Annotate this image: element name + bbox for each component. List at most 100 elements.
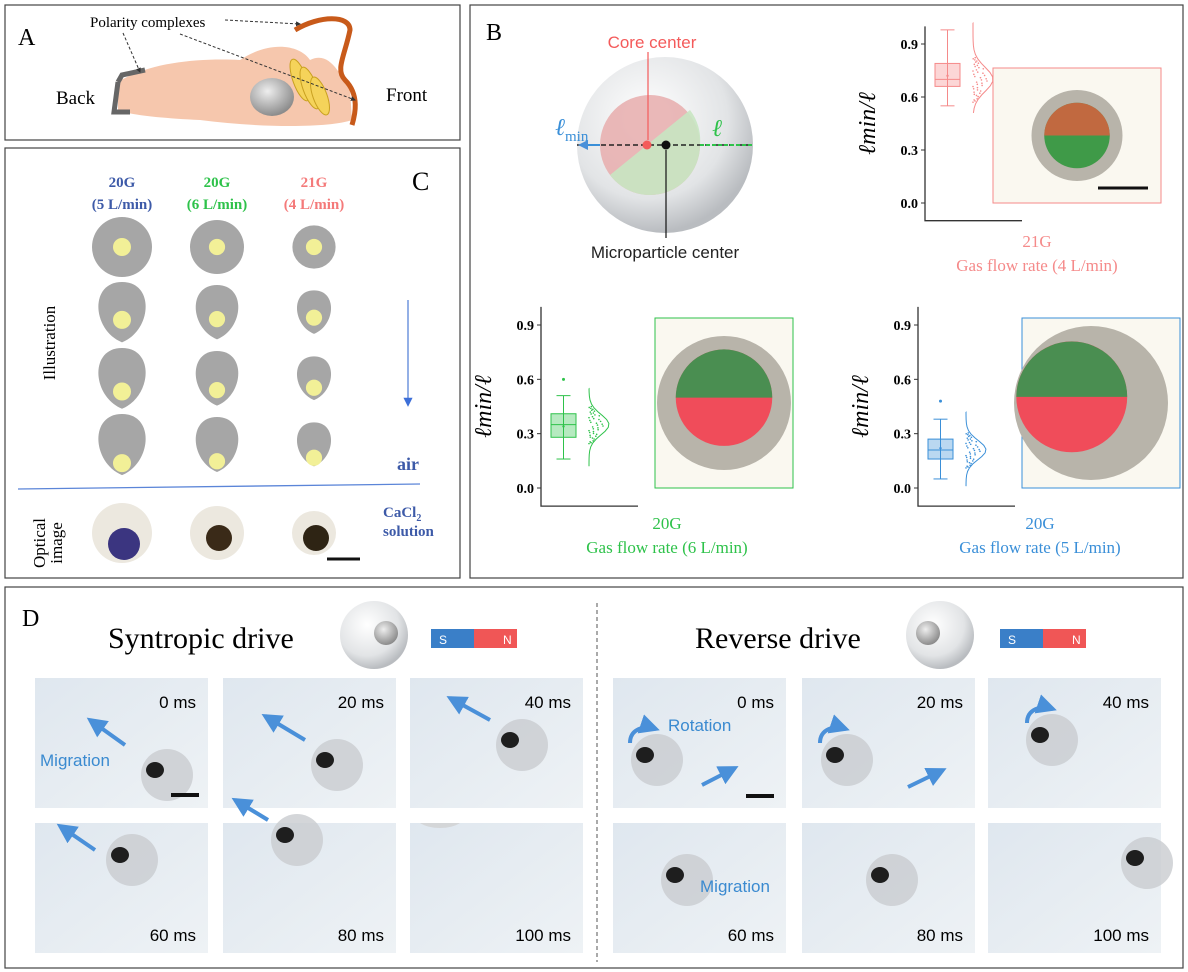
y-tick-label: 0.6 [901, 91, 919, 106]
data-point [966, 445, 968, 447]
box-chart-1: 0.9 0.6 0.3 0.0 ℓmin/ℓ 20G Gas flow rate (6 L/… [471, 306, 794, 557]
data-point [591, 426, 594, 428]
syntropic-frame: 100 ms [410, 823, 583, 953]
data-point [977, 62, 980, 65]
row-label-illustration: Illustration [40, 305, 59, 380]
data-point [973, 91, 975, 93]
magnet-s: S [439, 633, 447, 647]
data-point [976, 83, 979, 86]
x-label-gauge: 21G [1022, 232, 1051, 251]
micrograph-core-half [675, 349, 773, 398]
data-point [972, 447, 975, 450]
magnet-s: S [1008, 633, 1016, 647]
data-point [975, 81, 978, 83]
magnet-n: N [1072, 633, 1081, 647]
mean-point [939, 446, 942, 450]
mean-point [562, 425, 565, 428]
core [208, 310, 226, 328]
magnetic-core [1126, 850, 1144, 866]
data-point [979, 90, 982, 92]
time-label: 60 ms [728, 926, 774, 945]
x-label-gauge: 20G [1025, 514, 1054, 533]
data-point [968, 451, 971, 453]
data-point [592, 427, 595, 430]
label-core-center: Core center [608, 33, 697, 52]
data-point [596, 424, 599, 426]
syntropic-frame: 80 ms [223, 814, 396, 953]
data-point [965, 456, 968, 459]
outlier [562, 377, 565, 381]
data-point [592, 430, 595, 433]
data-point [590, 405, 593, 408]
y-tick-label: 0.3 [517, 428, 535, 443]
data-point [976, 86, 979, 89]
data-point [590, 409, 593, 412]
data-point [595, 435, 597, 438]
data-point [965, 432, 968, 435]
y-tick-label: 0.6 [894, 373, 912, 388]
magnet-n: N [503, 633, 512, 647]
microparticle [141, 749, 193, 801]
core [305, 238, 323, 256]
panel-c: C 20G (5 L/min) 20G (6 L/min) 21G (4 L/min) I… [4, 147, 461, 579]
microparticle [661, 854, 713, 906]
data-point [976, 71, 979, 73]
data-point [969, 438, 972, 440]
microparticle-schematic [577, 52, 753, 238]
y-tick-label: 0.9 [517, 319, 535, 334]
data-point [972, 70, 974, 72]
axis [924, 26, 1022, 222]
data-point [967, 432, 970, 434]
y-axis-label: ℓmin/ℓ [855, 92, 881, 155]
data-point [974, 56, 977, 59]
data-point [972, 87, 975, 90]
reverse-frame: 40 ms [988, 678, 1161, 808]
data-point [975, 69, 978, 71]
panel-a: A Back Front Polarity complexes [4, 4, 461, 141]
data-point [588, 416, 590, 419]
data-point [590, 407, 592, 410]
panel-d: D Syntropic drive Reverse drive S N S N0 ms… [4, 586, 1184, 969]
data-point [979, 76, 982, 79]
column-gauge: 21G [301, 175, 328, 191]
time-label: 100 ms [515, 926, 571, 945]
data-point [967, 433, 969, 436]
microparticle [106, 834, 158, 886]
reverse-particle-icon [906, 601, 974, 669]
row-label-optical: Optical [30, 518, 49, 568]
data-point [589, 434, 591, 437]
magnetic-core [826, 747, 844, 763]
core [305, 379, 323, 396]
axis [540, 306, 638, 507]
data-point [598, 418, 600, 421]
data-point [972, 57, 975, 60]
data-point [982, 67, 985, 70]
rotation-arrow-icon [818, 714, 850, 744]
droplet [195, 351, 239, 406]
data-point [592, 412, 595, 414]
column-rate: (5 L/min) [92, 197, 152, 213]
label-l-min: ℓmin [555, 115, 589, 145]
data-point [589, 436, 592, 438]
data-point [969, 457, 972, 460]
data-point [986, 80, 988, 82]
data-point [985, 77, 987, 80]
density-curve [965, 411, 987, 487]
annotation-arrows [122, 19, 356, 101]
motion-arrow-icon [907, 767, 947, 789]
data-point [968, 461, 971, 464]
core [113, 454, 131, 473]
time-label: 0 ms [737, 693, 774, 712]
label-polarity-complexes: Polarity complexes [90, 15, 206, 31]
data-point [589, 440, 591, 443]
data-point [967, 435, 970, 438]
time-label: 80 ms [917, 926, 963, 945]
syntropic-frame: 60 ms [35, 823, 208, 953]
data-point [974, 59, 976, 61]
motion-arrow-icon [56, 823, 97, 852]
data-point [973, 73, 975, 76]
nucleus [250, 78, 294, 116]
rotation-label: Rotation [668, 716, 731, 735]
data-point [974, 452, 976, 454]
reverse-frame: 20 ms [802, 678, 975, 808]
